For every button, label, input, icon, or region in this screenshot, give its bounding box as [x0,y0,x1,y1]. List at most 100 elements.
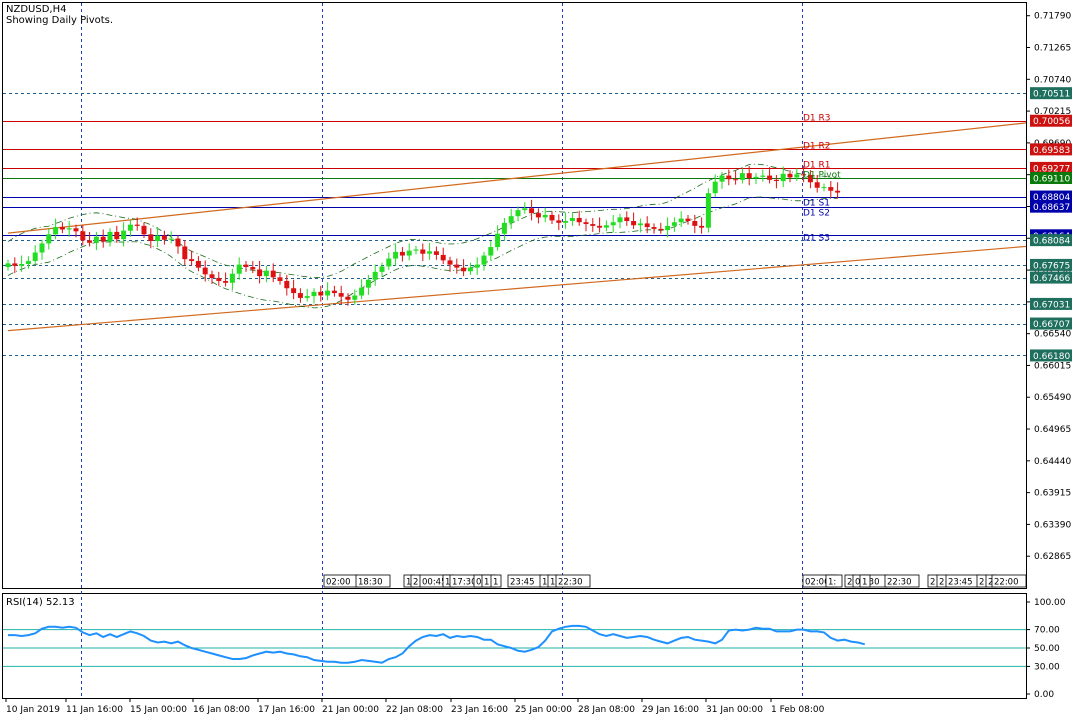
candle-body [325,290,331,296]
candle-body [624,217,630,222]
candle-body [515,210,521,217]
candle-body [556,220,562,223]
candle-body [753,176,759,179]
price-tick-label: 0.71790 [1034,12,1071,22]
price-tick-label: 0.66015 [1034,361,1071,371]
rsi-tick-label: 70.00 [1034,626,1060,636]
session-box [884,574,920,588]
rsi-pane-border [2,593,1027,699]
candle-body [549,214,555,221]
price-tick-label: 0.70215 [1034,107,1071,117]
pivots-subtitle: Showing Daily Pivots. [6,15,114,26]
candle-body [535,213,541,218]
candle-body [685,218,691,222]
session-label: 22:30 [887,578,912,588]
candle-body [726,175,732,180]
main-pane-border [2,2,1027,589]
candle-body [399,251,405,256]
candle-body [522,208,528,211]
pivot-label: D1 S2 [803,209,830,219]
candle-body [304,296,310,298]
price-mark-label: 0.70056 [1033,117,1070,127]
price-mark-label: 0.70511 [1033,90,1070,100]
candle-body [19,264,25,266]
candle-body [733,179,739,181]
session-box [490,574,502,588]
time-tick-label: 21 Jan 00:00 [322,705,379,715]
candle-body [87,240,93,243]
candle-body [107,231,113,242]
candle-body [651,227,657,229]
candle-body [746,173,752,179]
candle-body [773,179,779,182]
time-tick-label: 25 Jan 00:00 [515,705,572,715]
price-mark-label: 0.66180 [1033,352,1070,362]
candle-body [372,271,378,280]
time-tick-label: 29 Jan 16:00 [642,705,699,715]
pivot-label: D1 R1 [803,161,831,171]
candle-body [780,173,786,182]
price-mark-box [1030,114,1072,127]
candle-body [807,174,813,183]
candle-body [100,236,106,242]
candle-body [501,222,507,234]
candle-body [440,254,446,261]
pivot-label: D1 S3 [803,234,830,244]
candle-body [508,216,514,223]
candle-body [121,230,127,240]
candle-body [719,175,725,182]
candle-body [270,270,276,278]
candle-body [32,252,38,261]
candle-body [352,295,358,300]
session-box [991,574,1027,588]
candle-body [297,293,303,298]
candle-body [542,214,548,218]
price-tick-label: 0.63390 [1034,520,1071,530]
candle-body [461,267,467,272]
time-tick-label: 17 Jan 16:00 [258,705,315,715]
price-tick-label: 0.64440 [1034,457,1071,467]
candle-body [814,182,820,188]
rsi-tick-label: 100.00 [1034,598,1066,608]
candle-body [433,251,439,255]
price-tick-label: 0.71265 [1034,44,1071,54]
candle-body [155,235,161,241]
session-label: 23:45 [510,578,535,588]
pivot-label: D1 R2 [803,142,831,152]
candle-body [386,258,392,267]
candle-body [216,277,222,281]
candle-body [114,231,120,240]
candle-body [447,260,453,265]
price-mark-label: 0.68804 [1033,193,1070,203]
candle-body [495,233,501,248]
price-mark-label: 0.69583 [1033,146,1070,156]
time-tick-label: 15 Jan 00:00 [130,705,187,715]
pivot-label: D1 Pivot [803,171,841,181]
price-mark-box [1030,200,1072,213]
candle-body [127,224,133,231]
candle-body [617,217,623,223]
candle-body [257,269,263,277]
candle-body [243,264,249,268]
candle-body [209,274,215,278]
price-tick-label: 0.67590 [1034,266,1071,276]
session-box [859,574,871,588]
candle-body [93,236,99,243]
candle-body [25,260,31,265]
candle-body [311,291,317,297]
candle-body [59,227,65,230]
candle-body [603,225,609,228]
symbol-title: NZDUSD,H4 [6,4,67,15]
candle-body [678,218,684,223]
candle-body [291,288,297,294]
candle-body [665,225,671,231]
candle-body [569,217,575,222]
time-tick-label: 11 Jan 16:00 [66,705,123,715]
price-mark-label: 0.69277 [1033,164,1070,174]
rsi-tick-label: 30.00 [1034,662,1060,672]
rsi-indicator: 100.00 70.00 50.00 30.00 0.00 [3,598,1066,700]
candle-body [202,267,208,275]
time-tick-label: 22 Jan 08:00 [386,705,443,715]
session-label: 22:30 [558,578,583,588]
candle-body [46,234,52,244]
